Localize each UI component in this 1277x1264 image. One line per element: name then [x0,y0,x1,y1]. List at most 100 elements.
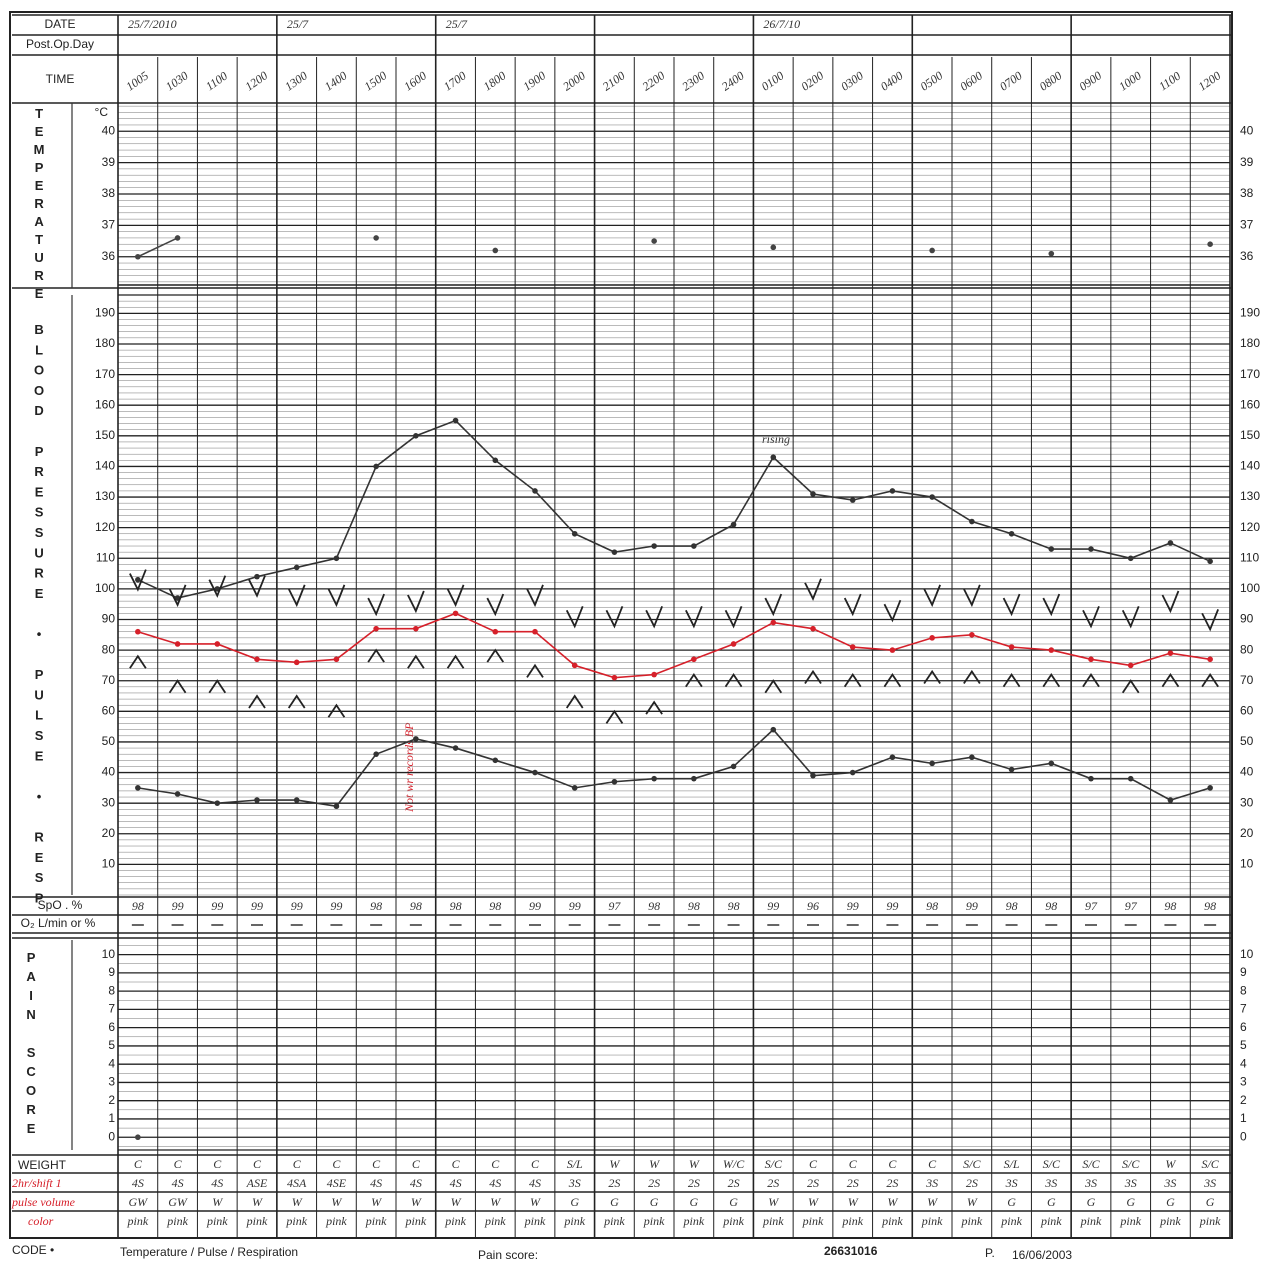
observation: G [1126,1195,1135,1209]
time: 1800 [481,68,509,93]
observation: pink [127,1214,149,1228]
point [175,641,181,647]
point [334,555,340,561]
time: 1400 [322,68,350,93]
point [254,656,260,662]
point [651,672,657,678]
spo2-value: 98 [489,899,501,913]
y-tick-label: 110 [96,550,115,564]
point [612,549,618,555]
p-label: P. [985,1246,995,1260]
point [413,626,419,632]
observation: 4S [172,1176,184,1190]
observation: G [1166,1195,1175,1209]
point [731,764,737,770]
observation: G [650,1195,659,1209]
point [373,626,379,632]
point [453,611,459,617]
point [135,1134,141,1140]
observation: 4S [132,1176,144,1190]
point [334,656,340,662]
observation: W [768,1195,779,1209]
y-tick-label: 7 [108,1002,115,1016]
spo2-value: 99 [529,899,541,913]
observation: W [371,1195,382,1209]
time: 0600 [957,68,985,93]
observation: pink [1000,1214,1022,1228]
spo2-value: 99 [966,899,978,913]
observation: 2S [767,1176,779,1190]
y-tick-label: 60 [1240,703,1254,717]
observation: G [1087,1195,1096,1209]
y-tick-label: 8 [1240,983,1247,997]
time: 1030 [163,68,191,93]
time: 1100 [1156,69,1183,94]
y-tick-label: 160 [1240,397,1260,411]
observation: ASE [246,1176,268,1190]
time: 2100 [600,68,628,93]
observation: 3S [1203,1176,1216,1190]
y-tick-label: 140 [1240,459,1260,473]
y-tick-label: 39 [102,155,116,169]
spo2-value: 98 [132,899,144,913]
observation: W [331,1195,342,1209]
point [1088,546,1094,552]
spo2-value: 98 [410,899,422,913]
y-tick-label: 70 [102,673,116,687]
point [175,791,181,797]
observation: C [452,1157,461,1171]
observation: W [530,1195,541,1209]
observation: 4S [489,1176,501,1190]
observation: G [690,1195,699,1209]
observation: W/C [723,1157,745,1171]
observation: 3S [1044,1176,1057,1190]
point [492,248,498,254]
y-tick-label: 10 [102,947,116,961]
observation: S/C [1082,1157,1100,1171]
spo2-value: 98 [648,899,660,913]
point [1207,656,1213,662]
point [1168,650,1174,656]
y-tick-label: 20 [102,826,116,840]
time-label: TIME [46,72,75,86]
y-tick-label: 100 [95,581,115,595]
spo2-value: 98 [728,899,740,913]
frame [10,12,1232,1238]
point [810,773,816,779]
observation: C [531,1157,540,1171]
point [929,635,935,641]
observation: G [610,1195,619,1209]
time: 1700 [441,68,469,93]
systolic-mark [567,606,583,626]
observation: W [689,1157,700,1171]
y-tick-label: 140 [95,459,115,473]
observation: W [887,1195,898,1209]
observation: 2S [966,1176,978,1190]
observation: C [849,1157,858,1171]
observation: W [609,1157,620,1171]
observation: 3S [1124,1176,1137,1190]
observation: pink [444,1214,466,1228]
y-tick-label: 4 [108,1056,115,1070]
y-tick-label: 30 [102,795,116,809]
observation: 3S [1163,1176,1176,1190]
point [691,543,697,549]
observation: pink [921,1214,943,1228]
observation: C [293,1157,302,1171]
diastolic-mark [805,672,821,684]
point [890,754,896,760]
spo2-label: SpO . % [38,898,83,912]
point [691,776,697,782]
y-tick-label: 180 [1240,336,1260,350]
observation: pink [881,1214,903,1228]
record-date: 16/06/2003 [1012,1248,1072,1262]
y-tick-label: 150 [1240,428,1260,442]
observation: 2S [886,1176,898,1190]
observation: pink [762,1214,784,1228]
temperature-label: TEMPERATURE [32,106,47,304]
o2-label: O₂ L/min or % [21,916,96,930]
diastolic-mark [527,665,543,677]
point [929,248,935,254]
note: color [28,1214,54,1228]
observation: C [213,1157,222,1171]
